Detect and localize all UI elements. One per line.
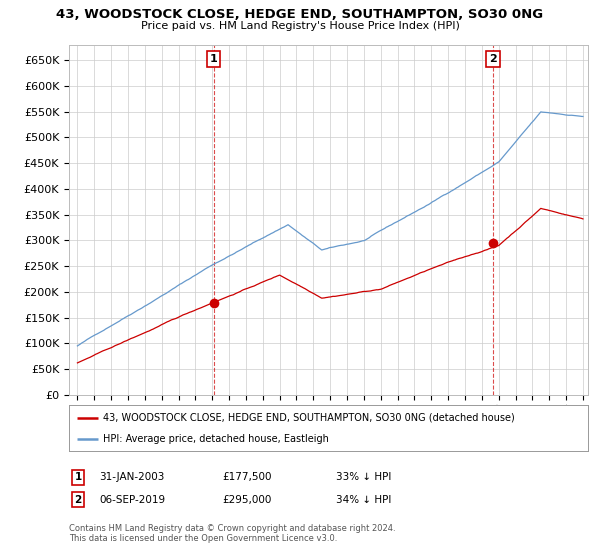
Text: 31-JAN-2003: 31-JAN-2003 — [99, 472, 164, 482]
Text: 43, WOODSTOCK CLOSE, HEDGE END, SOUTHAMPTON, SO30 0NG: 43, WOODSTOCK CLOSE, HEDGE END, SOUTHAMP… — [56, 8, 544, 21]
Text: 1: 1 — [74, 472, 82, 482]
Text: This data is licensed under the Open Government Licence v3.0.: This data is licensed under the Open Gov… — [69, 534, 337, 543]
Text: 43, WOODSTOCK CLOSE, HEDGE END, SOUTHAMPTON, SO30 0NG (detached house): 43, WOODSTOCK CLOSE, HEDGE END, SOUTHAMP… — [103, 413, 514, 423]
Text: 2: 2 — [489, 54, 497, 64]
Text: 33% ↓ HPI: 33% ↓ HPI — [336, 472, 391, 482]
Text: 34% ↓ HPI: 34% ↓ HPI — [336, 494, 391, 505]
Text: £177,500: £177,500 — [222, 472, 271, 482]
Text: 1: 1 — [210, 54, 217, 64]
Text: Contains HM Land Registry data © Crown copyright and database right 2024.: Contains HM Land Registry data © Crown c… — [69, 524, 395, 533]
Text: HPI: Average price, detached house, Eastleigh: HPI: Average price, detached house, East… — [103, 435, 329, 444]
Text: Price paid vs. HM Land Registry's House Price Index (HPI): Price paid vs. HM Land Registry's House … — [140, 21, 460, 31]
Text: £295,000: £295,000 — [222, 494, 271, 505]
Text: 06-SEP-2019: 06-SEP-2019 — [99, 494, 165, 505]
Text: 2: 2 — [74, 494, 82, 505]
